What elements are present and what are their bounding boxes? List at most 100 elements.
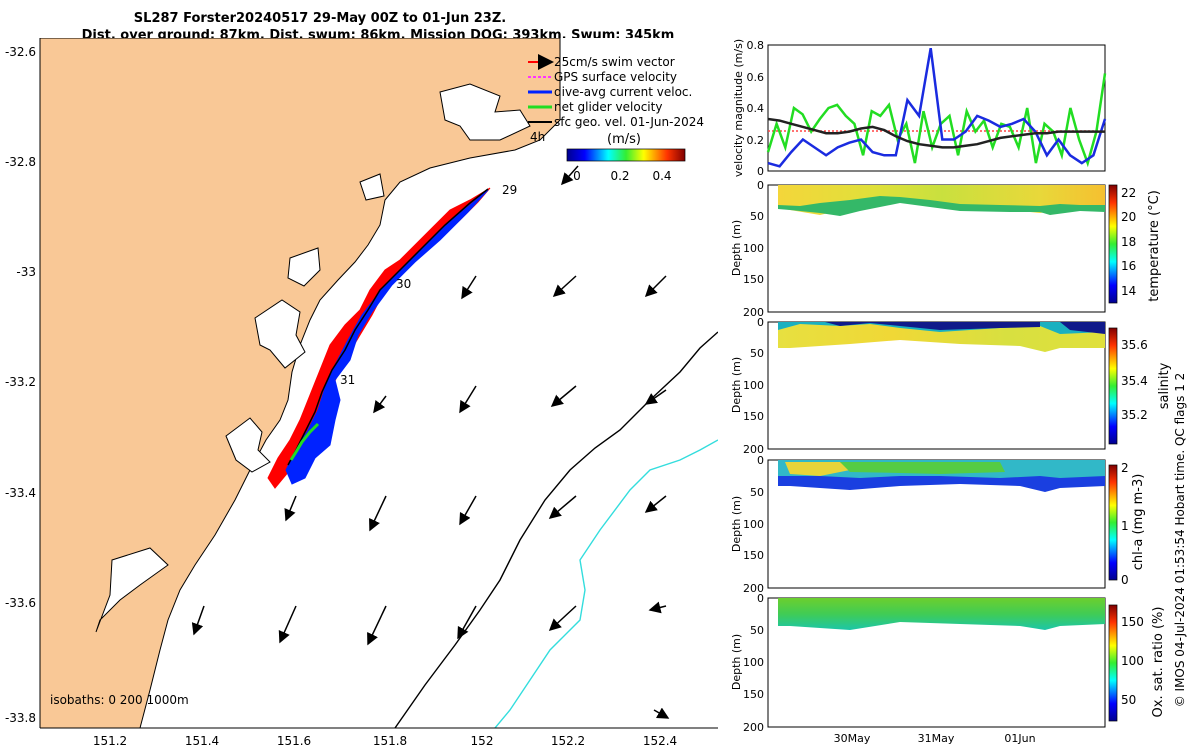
depth-tick: 0 bbox=[757, 179, 764, 192]
lat-tick: -32.8 bbox=[5, 155, 36, 169]
colorbar-tick: 0.4 bbox=[652, 169, 671, 183]
depth-tick: 50 bbox=[750, 210, 764, 223]
velocity-series bbox=[766, 47, 1107, 168]
day-label-29: 29 bbox=[502, 183, 517, 197]
depth-tick: 50 bbox=[750, 624, 764, 637]
lat-tick: -33.8 bbox=[5, 711, 36, 725]
depth-label: Depth (m) bbox=[730, 496, 743, 552]
cbar-tick: 150 bbox=[1121, 615, 1144, 629]
oxygen-colorbar bbox=[1108, 604, 1118, 722]
depth-tick: 200 bbox=[743, 582, 764, 595]
lat-tick: -33.2 bbox=[5, 375, 36, 389]
cbar-tick: 100 bbox=[1121, 654, 1144, 668]
depth-tick: 100 bbox=[743, 656, 764, 669]
depth-tick: 200 bbox=[743, 721, 764, 734]
lake-small bbox=[359, 173, 385, 201]
depth-tick: 200 bbox=[743, 306, 764, 319]
lat-tick: -33.4 bbox=[5, 486, 36, 500]
map-panel: 29 30 31 -32.6 -32.8 -33 -33.2 -33.4 -33… bbox=[5, 38, 718, 748]
salinity-panel: 0 50 100 150 200 Depth (m) 35.6 35.4 35.… bbox=[730, 316, 1172, 456]
cbar-label-temperature: temperature (°C) bbox=[1147, 190, 1162, 302]
cbar-tick: 16 bbox=[1121, 259, 1136, 273]
depth-tick: 100 bbox=[743, 518, 764, 531]
map-y-axis: -32.6 -32.8 -33 -33.2 -33.4 -33.6 -33.8 bbox=[5, 45, 36, 725]
salinity-colorbar bbox=[1108, 327, 1118, 445]
copyright-footer: © IMOS 04-Jul-2024 01:53:54 Hobart time.… bbox=[1173, 373, 1187, 708]
lon-tick: 151.6 bbox=[277, 734, 311, 748]
cbar-tick: 2 bbox=[1121, 461, 1129, 475]
chl-colorbar bbox=[1108, 464, 1118, 581]
depth-label: Depth (m) bbox=[730, 634, 743, 690]
depth-tick: 0 bbox=[757, 454, 764, 467]
lake-inlet-1 bbox=[287, 247, 321, 287]
lon-tick: 152 bbox=[471, 734, 494, 748]
day-label-31: 31 bbox=[340, 373, 355, 387]
lat-tick: -33 bbox=[16, 265, 36, 279]
depth-tick: 50 bbox=[750, 347, 764, 360]
depth-tick: 0 bbox=[757, 316, 764, 329]
depth-tick: 0 bbox=[757, 592, 764, 605]
depth-tick: 150 bbox=[743, 410, 764, 423]
velocity-series-line-0 bbox=[766, 73, 1107, 168]
cbar-tick: 22 bbox=[1121, 186, 1136, 200]
vel-ytick: 0 bbox=[757, 165, 764, 178]
interval-label: 4h bbox=[530, 130, 545, 144]
depth-tick: 150 bbox=[743, 273, 764, 286]
cbar-tick: 35.6 bbox=[1121, 338, 1148, 352]
lake-mid bbox=[254, 299, 306, 369]
legend-gps-velocity: GPS surface velocity bbox=[554, 70, 677, 84]
depth-tick: 150 bbox=[743, 688, 764, 701]
vel-ytick: 0.8 bbox=[747, 39, 765, 52]
cbar-tick: 20 bbox=[1121, 210, 1136, 224]
velocity-axes bbox=[767, 44, 1106, 172]
figure-title-line1: SL287 Forster20240517 29-May 00Z to 01-J… bbox=[134, 11, 506, 26]
velocity-series-line-2 bbox=[767, 117, 1105, 149]
oxygen-section bbox=[778, 598, 1105, 630]
velocity-series-line-1 bbox=[767, 47, 1107, 168]
map-colorbar bbox=[566, 148, 686, 162]
lon-tick: 152.4 bbox=[643, 734, 677, 748]
map-legend: 25cm/s swim vector GPS surface velocity … bbox=[528, 54, 704, 183]
depth-label: Depth (m) bbox=[730, 220, 743, 276]
depth-tick: 150 bbox=[743, 549, 764, 562]
track-glider-line bbox=[287, 188, 489, 466]
lon-tick: 151.4 bbox=[185, 734, 219, 748]
cbar-label-oxygen: Ox. sat. ratio (%) bbox=[1151, 607, 1166, 718]
lake-far-south bbox=[95, 547, 169, 633]
lake-south bbox=[225, 417, 271, 473]
depth-tick: 50 bbox=[750, 486, 764, 499]
depth-tick: 100 bbox=[743, 379, 764, 392]
depth-tick: 100 bbox=[743, 242, 764, 255]
vel-ytick: 0.2 bbox=[747, 134, 765, 147]
salinity-section bbox=[778, 322, 1105, 352]
cbar-label-chl: chl-a (mg m-3) bbox=[1131, 474, 1146, 571]
cbar-tick: 35.2 bbox=[1121, 408, 1148, 422]
lake-north bbox=[439, 83, 531, 141]
oxygen-panel: 0 50 100 150 200 Depth (m) 30May 31May 0… bbox=[730, 592, 1166, 745]
temperature-colorbar bbox=[1108, 184, 1118, 304]
salinity-surface-dark bbox=[825, 322, 1105, 334]
cbar-tick: 35.4 bbox=[1121, 374, 1148, 388]
temperature-panel: 0 50 100 150 200 Depth (m) 22 20 18 16 1… bbox=[730, 179, 1162, 319]
isobath-1000m bbox=[494, 439, 718, 728]
chlorophyll-panel: 0 50 100 150 200 Depth (m) 2 1 0 chl-a (… bbox=[730, 454, 1146, 595]
depth-tick: 200 bbox=[743, 443, 764, 456]
time-tick: 31May bbox=[918, 732, 955, 745]
velocity-panel: 0.8 0.6 0.4 0.2 0 velocity magnitude (m/… bbox=[732, 39, 1107, 178]
cbar-tick: 50 bbox=[1121, 693, 1136, 707]
cbar-tick: 0 bbox=[1121, 573, 1129, 587]
cbar-tick: 1 bbox=[1121, 519, 1129, 533]
cbar-label-salinity: salinity bbox=[1157, 362, 1172, 409]
lat-tick: -32.6 bbox=[5, 45, 36, 59]
vel-ytick: 0.4 bbox=[747, 102, 765, 115]
isobaths-label: isobaths: 0 200 1000m bbox=[50, 693, 189, 707]
chl-green bbox=[840, 462, 1005, 474]
cbar-tick: 18 bbox=[1121, 235, 1136, 249]
lon-tick: 151.8 bbox=[373, 734, 407, 748]
legend-net-glider: net glider velocity bbox=[554, 100, 662, 114]
lon-tick: 151.2 bbox=[93, 734, 127, 748]
geostrophic-arrows bbox=[191, 165, 670, 719]
legend-swim-vector: 25cm/s swim vector bbox=[554, 55, 675, 69]
map-x-axis: 151.2 151.4 151.6 151.8 152 152.2 152.4 bbox=[93, 734, 677, 748]
